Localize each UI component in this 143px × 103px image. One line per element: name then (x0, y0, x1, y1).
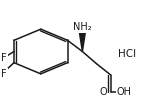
Text: NH₂: NH₂ (73, 22, 92, 32)
Polygon shape (79, 32, 86, 52)
Text: F: F (1, 69, 7, 79)
Text: F: F (1, 53, 7, 63)
Text: HCl: HCl (118, 49, 137, 59)
Text: O: O (99, 87, 107, 97)
Text: OH: OH (117, 87, 131, 97)
